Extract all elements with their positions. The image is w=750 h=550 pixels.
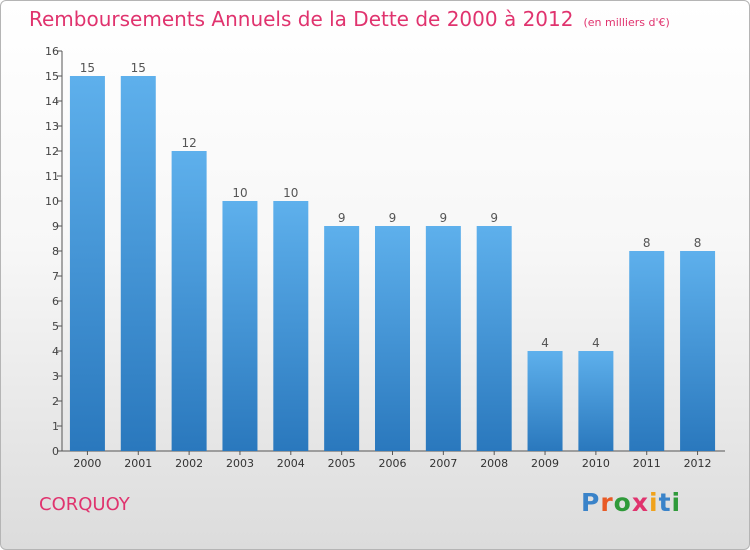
chart-bars xyxy=(69,76,716,451)
x-tick-label: 2012 xyxy=(684,457,712,470)
proxiti-logo: Proxiti xyxy=(581,488,681,517)
chart-subtitle: (en milliers d'€) xyxy=(583,16,670,29)
x-tick-label: 2004 xyxy=(277,457,305,470)
y-tick-label: 1 xyxy=(52,420,59,433)
y-tick-label: 13 xyxy=(45,120,59,133)
bar xyxy=(171,151,207,451)
data-label: 9 xyxy=(490,211,498,225)
bar xyxy=(527,351,563,451)
y-tick-label: 8 xyxy=(52,245,59,258)
y-tick-label: 0 xyxy=(52,445,59,458)
x-tick-label: 2008 xyxy=(480,457,508,470)
x-tick-label: 2005 xyxy=(328,457,356,470)
bar xyxy=(324,226,360,451)
logo-letter: i xyxy=(649,488,659,517)
bar xyxy=(273,201,309,451)
y-tick-label: 5 xyxy=(52,320,59,333)
data-label: 8 xyxy=(694,236,702,250)
x-tick-label: 2003 xyxy=(226,457,254,470)
logo-letter: x xyxy=(631,488,649,517)
y-tick-label: 14 xyxy=(45,95,59,108)
y-tick-label: 6 xyxy=(52,295,59,308)
y-tick-label: 15 xyxy=(45,70,59,83)
bar xyxy=(69,76,105,451)
data-label: 15 xyxy=(131,61,146,75)
bar xyxy=(476,226,512,451)
data-label: 9 xyxy=(440,211,448,225)
x-tick-label: 2011 xyxy=(633,457,661,470)
x-tick-label: 2001 xyxy=(124,457,152,470)
y-tick-label: 16 xyxy=(45,45,59,58)
data-label: 9 xyxy=(338,211,346,225)
bar xyxy=(680,251,716,451)
y-tick-label: 7 xyxy=(52,270,59,283)
data-label: 9 xyxy=(389,211,397,225)
x-tick-label: 2010 xyxy=(582,457,610,470)
logo-letter: P xyxy=(581,488,601,517)
data-label: 10 xyxy=(283,186,298,200)
bar xyxy=(375,226,410,451)
x-tick-label: 2000 xyxy=(73,457,101,470)
bar xyxy=(120,76,156,451)
chart-title-text: Remboursements Annuels de la Dette de 20… xyxy=(29,7,574,31)
bar xyxy=(629,251,665,451)
y-tick-label: 10 xyxy=(45,195,59,208)
chart-labels: 2000 15 2001 15 2002 12 2003 10 2004 10 2005 9 2006 9… xyxy=(73,61,711,470)
y-tick-label: 2 xyxy=(52,395,59,408)
x-tick-label: 2002 xyxy=(175,457,203,470)
bar xyxy=(425,226,461,451)
logo-letter: o xyxy=(613,488,632,517)
bar xyxy=(222,201,258,451)
x-tick-label: 2006 xyxy=(379,457,407,470)
x-tick-label: 2009 xyxy=(531,457,559,470)
y-tick-label: 11 xyxy=(45,170,59,183)
y-tick-label: 9 xyxy=(52,220,59,233)
data-label: 15 xyxy=(80,61,95,75)
data-label: 4 xyxy=(541,336,549,350)
x-tick-label: 2007 xyxy=(429,457,457,470)
data-label: 12 xyxy=(181,136,196,150)
data-label: 4 xyxy=(592,336,600,350)
y-tick-label: 3 xyxy=(52,370,59,383)
logo-letter: i xyxy=(671,488,682,517)
logo-letter: r xyxy=(600,488,614,517)
y-tick-label: 4 xyxy=(52,345,59,358)
y-tick-label: 12 xyxy=(45,145,59,158)
data-label: 8 xyxy=(643,236,651,250)
bar xyxy=(578,351,614,451)
logo-letter: t xyxy=(658,488,672,517)
commune-name: CORQUOY xyxy=(39,494,130,515)
data-label: 10 xyxy=(232,186,247,200)
chart-title: Remboursements Annuels de la Dette de 20… xyxy=(29,7,670,31)
